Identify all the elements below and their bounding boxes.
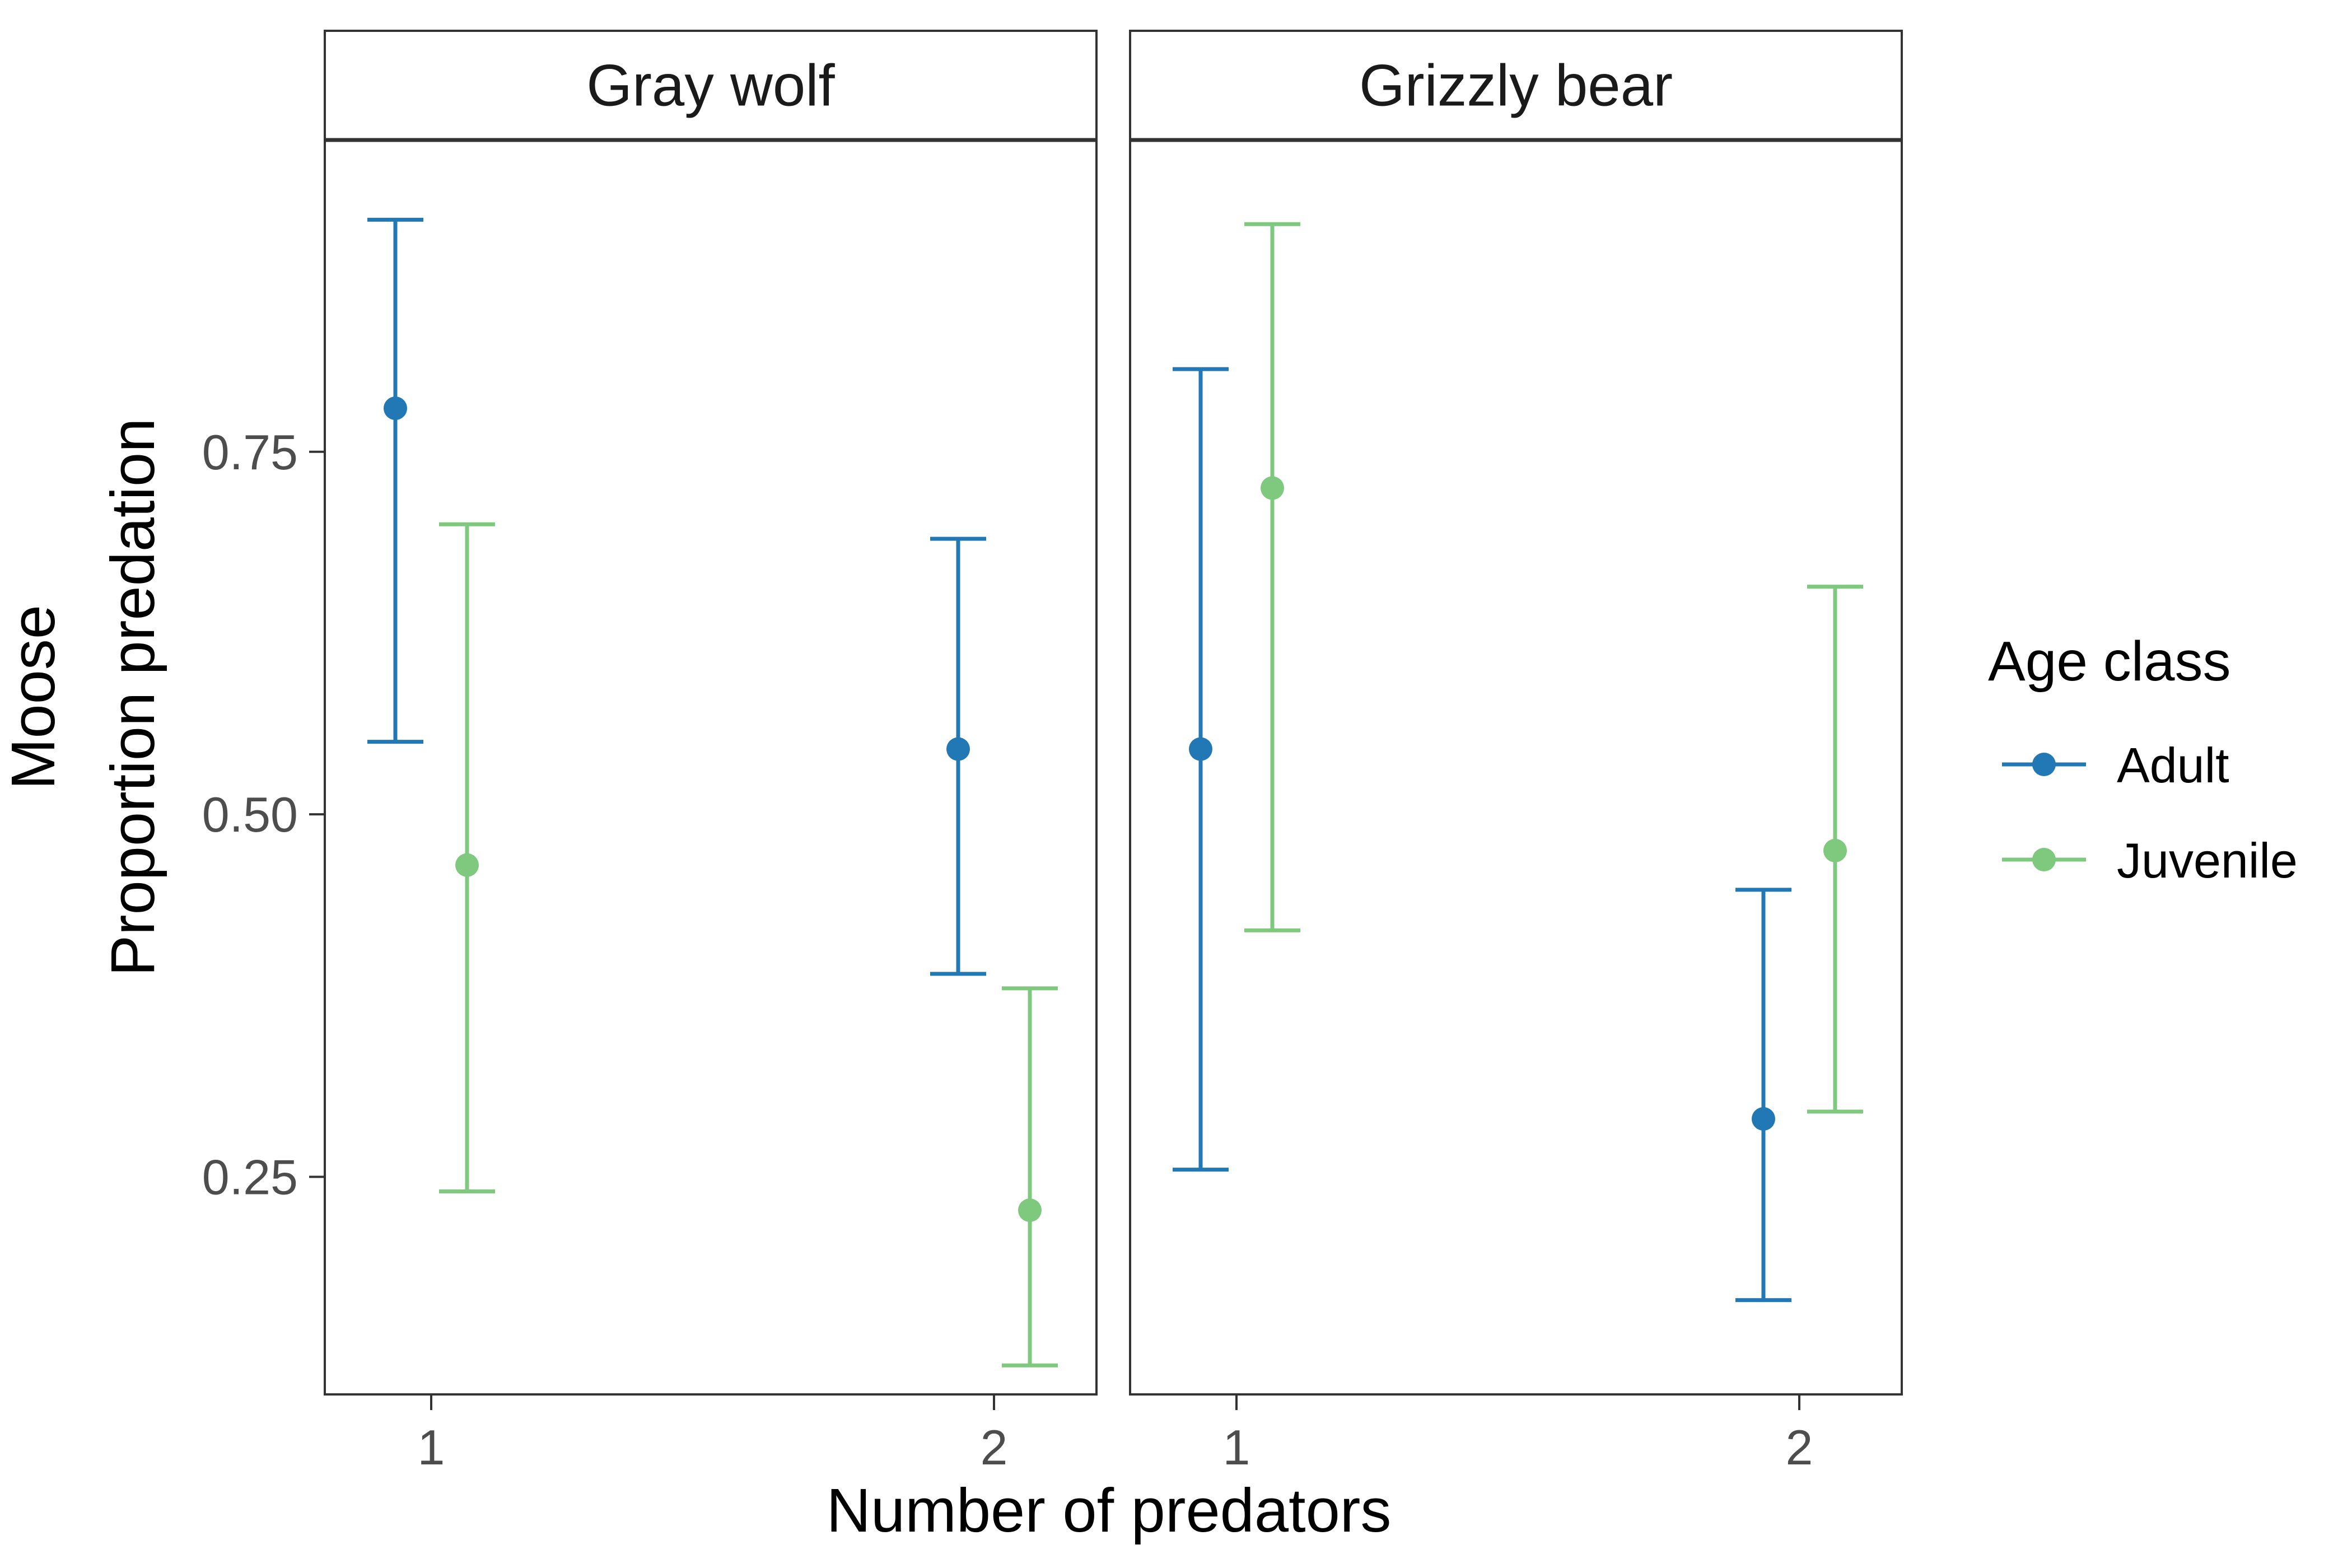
panels-layer: Gray wolf 1 2 Grizzly bear 1 2 <box>324 30 1903 1475</box>
data-point-juvenile <box>1823 838 1847 862</box>
legend-key-point <box>2032 753 2056 776</box>
panel-border <box>324 139 1098 1396</box>
legend-entry-adult: Adult <box>2002 738 2229 793</box>
errorbar-juvenile <box>1002 986 1058 1368</box>
y-axis-title-line-1: Moose <box>0 605 68 790</box>
facet-strip-label: Grizzly bear <box>1359 53 1673 119</box>
panel-1: Gray wolf 1 2 <box>324 30 1098 1475</box>
errorbar-juvenile <box>439 522 495 1193</box>
x-tick-label: 1 <box>418 1420 445 1475</box>
x-tick-label: 1 <box>1223 1420 1250 1475</box>
y-tick-label: 0.75 <box>202 424 298 480</box>
data-point-adult <box>1189 737 1212 761</box>
facet-strip <box>324 30 1098 141</box>
data-point-adult <box>1752 1107 1775 1131</box>
facet-strip <box>1129 30 1903 141</box>
errorbar-adult <box>930 536 986 976</box>
errorbar-adult <box>1173 367 1229 1172</box>
data-point-juvenile <box>1018 1198 1042 1222</box>
errorbar-adult <box>367 217 423 744</box>
legend-entry-juvenile: Juvenile <box>2002 833 2298 888</box>
data-point-adult <box>384 396 407 421</box>
errorbar-adult <box>1735 888 1791 1303</box>
data-point-adult <box>946 737 970 761</box>
x-tick-label: 2 <box>1786 1420 1813 1475</box>
legend-title: Age class <box>1988 630 2231 693</box>
x-axis-title: Number of predators <box>827 1476 1392 1545</box>
legend: Age class Adult Juvenile <box>1988 630 2298 888</box>
data-point-juvenile <box>1261 476 1284 500</box>
facet-strip-label: Gray wolf <box>586 53 835 119</box>
x-tick-label: 2 <box>981 1420 1008 1475</box>
data-point-juvenile <box>455 853 479 877</box>
y-axis-title-line-2: Proportion predation <box>99 418 167 977</box>
legend-label: Juvenile <box>2117 833 2298 888</box>
errorbar-juvenile <box>1244 222 1300 932</box>
panel-2: Grizzly bear 1 2 <box>1129 30 1903 1475</box>
y-axis: 0.25 0.50 0.75 <box>202 424 325 1205</box>
y-tick-label: 0.50 <box>202 787 298 842</box>
y-tick-label: 0.25 <box>202 1150 298 1205</box>
panel-border <box>1129 139 1903 1396</box>
errorbar-juvenile <box>1807 585 1863 1114</box>
legend-label: Adult <box>2117 738 2229 793</box>
legend-key-point <box>2032 848 2056 871</box>
